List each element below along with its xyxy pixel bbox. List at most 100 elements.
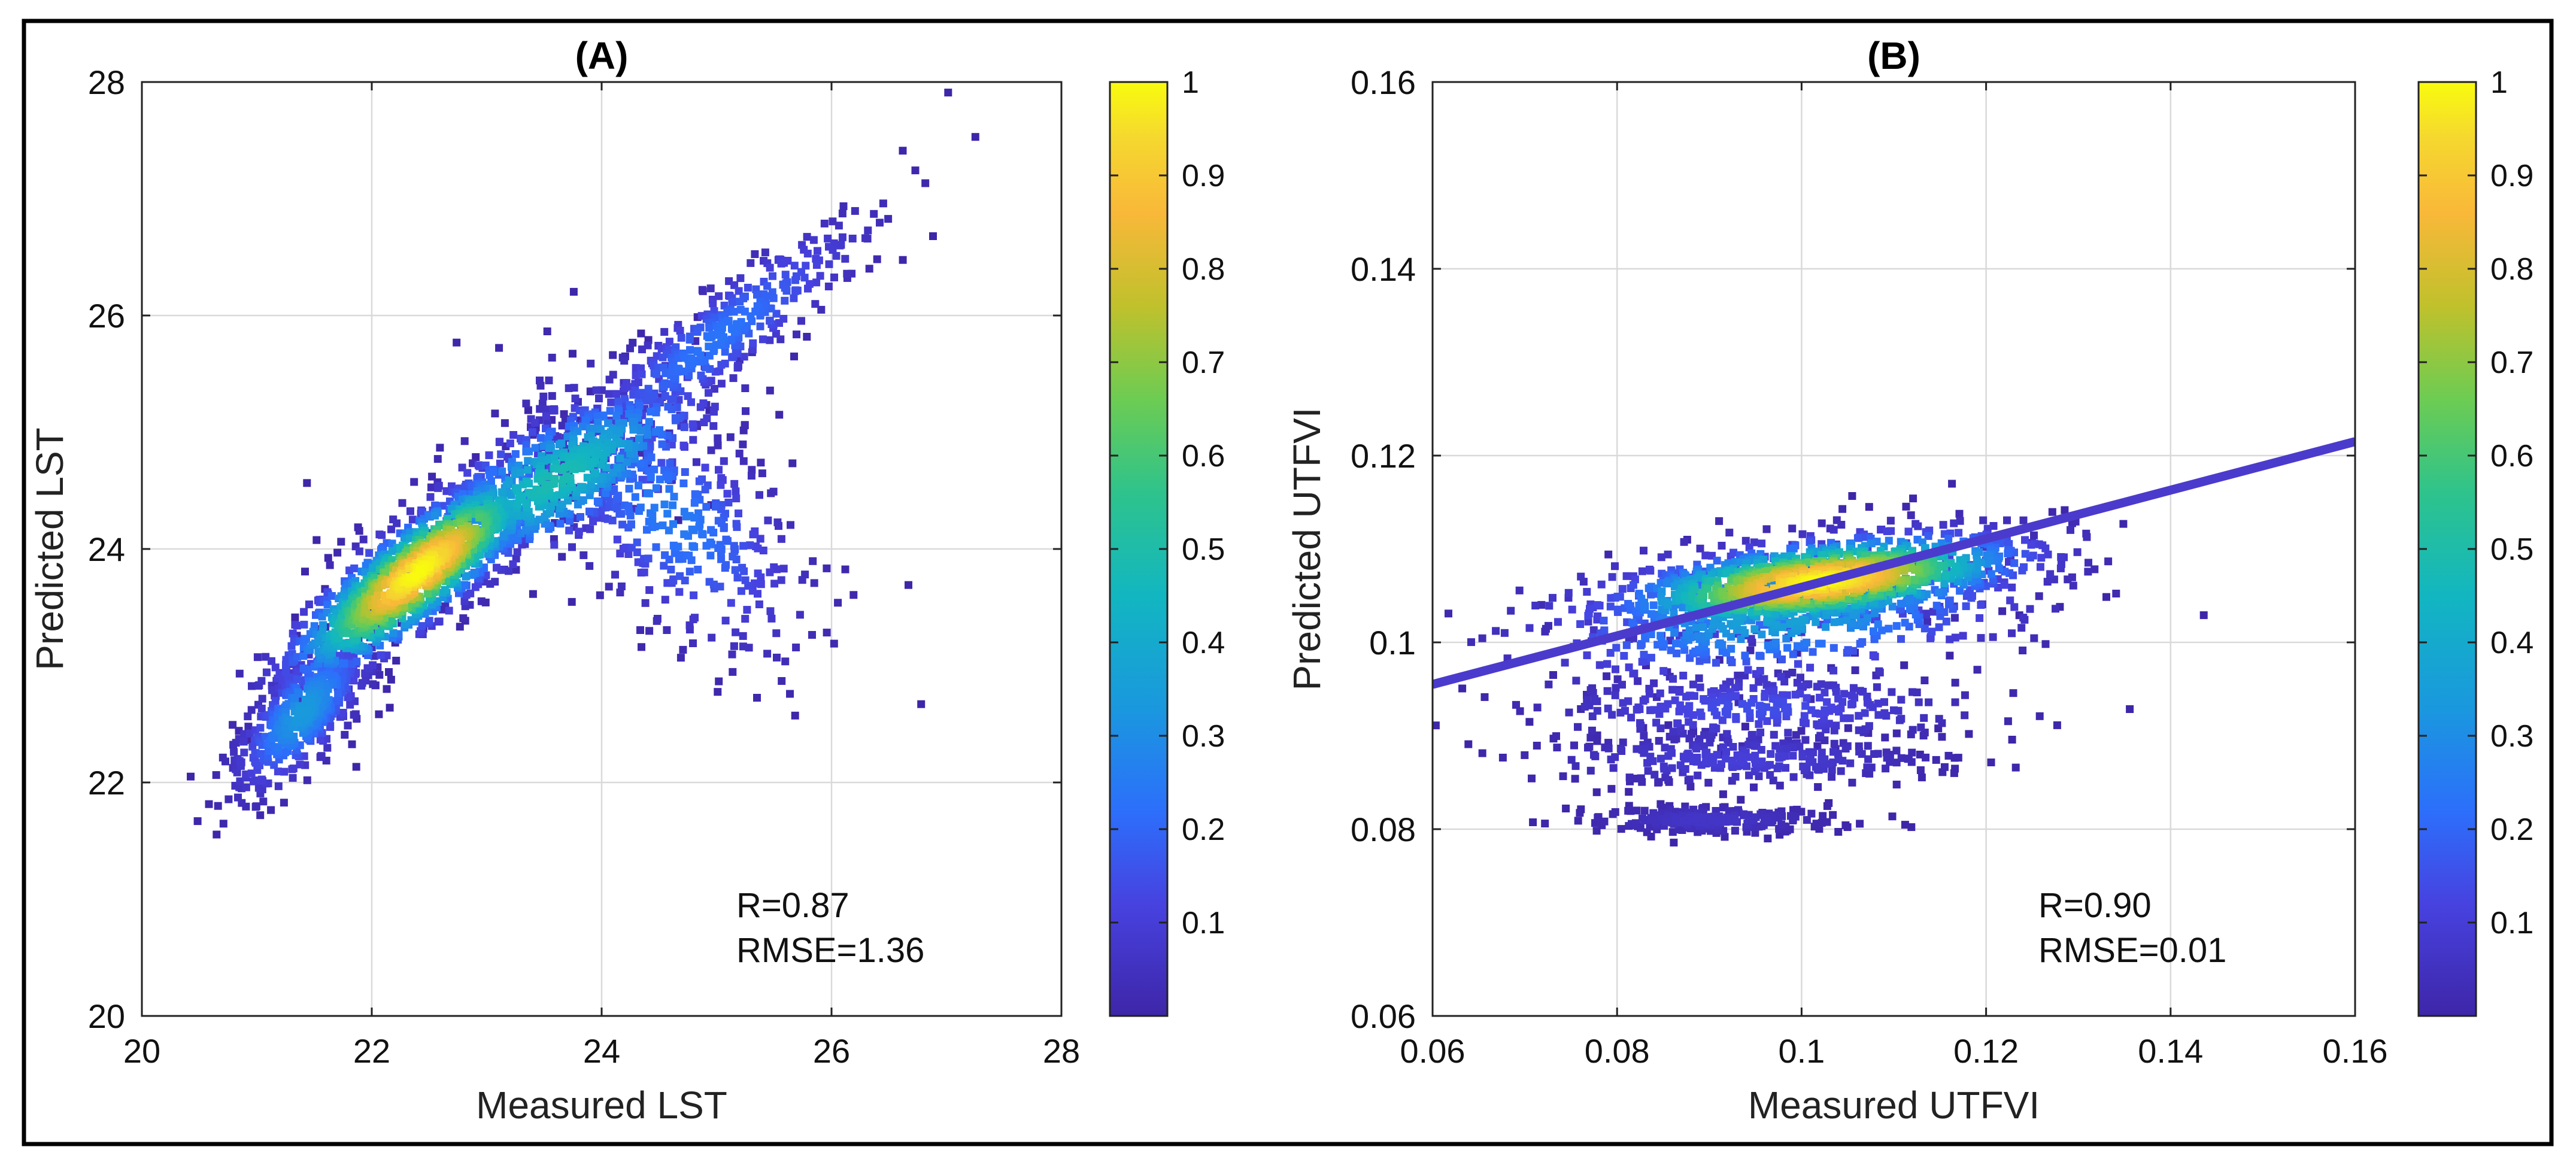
- scatter-point: [558, 421, 566, 430]
- scatter-point: [1725, 702, 1733, 711]
- scatter-point: [773, 653, 781, 662]
- scatter-point: [1685, 626, 1694, 634]
- scatter-point: [1657, 553, 1665, 562]
- scatter-point: [1789, 806, 1797, 814]
- scatter-point: [792, 644, 800, 651]
- scatter-point: [1841, 745, 1850, 753]
- scatter-point: [790, 294, 798, 302]
- scatter-point: [612, 412, 621, 420]
- scatter-point: [720, 301, 729, 310]
- scatter-point: [485, 451, 493, 459]
- scatter-point: [664, 402, 672, 411]
- scatter-point: [1812, 820, 1821, 828]
- scatter-point: [1865, 503, 1873, 511]
- scatter-point: [1609, 810, 1617, 818]
- scatter-point: [577, 483, 585, 491]
- scatter-point: [1528, 774, 1536, 782]
- scatter-point: [636, 626, 644, 634]
- scatter-point: [686, 346, 694, 354]
- scatter-point: [1737, 757, 1744, 766]
- scatter-point: [824, 283, 833, 290]
- scatter-point: [645, 586, 654, 594]
- scatter-point: [1655, 778, 1663, 786]
- scatter-point: [625, 484, 633, 493]
- scatter-point: [585, 562, 594, 570]
- scatter-point: [383, 651, 391, 660]
- scatter-point: [1627, 714, 1636, 722]
- scatter-point: [1567, 756, 1576, 764]
- scatter-point: [513, 548, 521, 556]
- scatter-point: [1846, 714, 1854, 723]
- scatter-point: [775, 411, 784, 419]
- scatter-point: [1858, 638, 1867, 646]
- scatter-point: [1644, 767, 1652, 775]
- scatter-point: [475, 514, 484, 522]
- scatter-point: [1537, 600, 1546, 609]
- scatter-point: [593, 449, 602, 457]
- scatter-point: [749, 339, 757, 347]
- scatter-point: [268, 657, 275, 665]
- scatter-point: [727, 324, 736, 332]
- scatter-point: [1874, 711, 1883, 719]
- scatter-point: [300, 620, 308, 629]
- scatter-point: [751, 250, 759, 258]
- scatter-point: [2006, 596, 2014, 605]
- scatter-point: [1850, 693, 1859, 702]
- scatter-point: [702, 503, 711, 511]
- scatter-point: [1585, 701, 1594, 709]
- scatter-point: [1445, 609, 1452, 618]
- scatter-point: [304, 665, 312, 674]
- scatter-point: [2003, 516, 2011, 524]
- scatter-point: [617, 583, 626, 590]
- scatter-point: [291, 613, 299, 621]
- scatter-point: [1829, 644, 1838, 652]
- scatter-point: [666, 459, 674, 468]
- scatter-point: [1545, 602, 1554, 610]
- scatter-point: [791, 276, 800, 284]
- scatter-point: [1794, 660, 1802, 668]
- scatter-point: [257, 705, 266, 712]
- scatter-point: [631, 493, 639, 501]
- scatter-point: [632, 371, 640, 380]
- scatter-point: [1464, 740, 1473, 748]
- scatter-point: [638, 475, 647, 484]
- scatter-point: [690, 591, 698, 599]
- scatter-point: [303, 479, 311, 487]
- scatter-point: [665, 526, 673, 535]
- scatter-point: [280, 767, 289, 776]
- scatter-point: [327, 592, 336, 600]
- scatter-point: [766, 386, 774, 395]
- scatter-point: [525, 447, 533, 456]
- scatter-point: [507, 491, 515, 499]
- scatter-point: [685, 551, 693, 560]
- scatter-point: [710, 385, 718, 393]
- scatter-point: [559, 466, 566, 475]
- scatter-point: [708, 633, 716, 642]
- scatter-point: [1892, 729, 1901, 738]
- scatter-point: [1920, 676, 1929, 684]
- scatter-point: [1694, 632, 1702, 640]
- scatter-point: [1909, 726, 1917, 734]
- scatter-point: [1617, 825, 1625, 833]
- scatter-point: [323, 600, 332, 609]
- y-axis-label: Predicted LST: [28, 427, 71, 671]
- scatter-point: [469, 459, 477, 468]
- scatter-point: [1583, 651, 1591, 660]
- scatter-point: [1880, 698, 1888, 706]
- scatter-point: [732, 349, 740, 357]
- scatter-point: [798, 576, 806, 584]
- scatter-point: [1588, 726, 1596, 735]
- scatter-point: [793, 330, 800, 339]
- scatter-point: [682, 512, 690, 521]
- scatter-point: [542, 519, 550, 527]
- scatter-point: [769, 294, 778, 302]
- scatter-point: [1757, 705, 1765, 713]
- scatter-point: [2004, 550, 2012, 557]
- scatter-point: [316, 735, 324, 744]
- scatter-point: [721, 348, 729, 356]
- scatter-point: [229, 721, 237, 729]
- scatter-point: [729, 668, 737, 676]
- scatter-point: [431, 511, 439, 520]
- scatter-point: [738, 563, 747, 572]
- scatter-point: [594, 418, 602, 427]
